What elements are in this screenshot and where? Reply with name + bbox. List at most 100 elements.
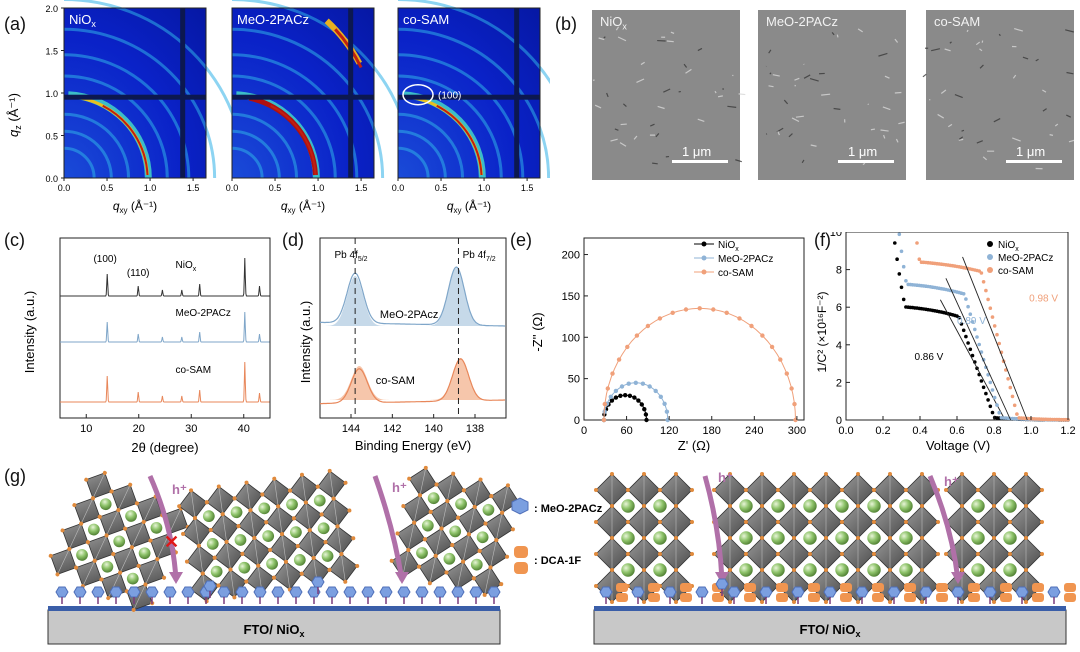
- octahedron: [48, 547, 79, 577]
- dca-1f-molecule: [936, 583, 948, 592]
- eis-point: [605, 386, 610, 391]
- halide-atom: [594, 584, 598, 588]
- grain-boundary: [1065, 29, 1074, 33]
- ms-ytick-label: 6: [836, 302, 842, 314]
- xps-line-1: [320, 358, 505, 405]
- eis-ytick-label: 200: [562, 250, 580, 262]
- ms-point: [990, 410, 995, 415]
- grain-boundary: [880, 129, 889, 132]
- halide-atom: [610, 568, 614, 572]
- giwaxs-ytick-label: 2.0: [45, 4, 58, 14]
- halide-atom: [272, 476, 277, 481]
- eis-point: [623, 393, 628, 398]
- octahedron-edge: [408, 522, 415, 551]
- grain-boundary: [982, 156, 987, 161]
- xrd-label-meo: MeO-2PACz: [176, 308, 231, 319]
- ms-point: [966, 341, 970, 345]
- grain-boundary: [803, 74, 811, 79]
- dca-1f-molecule: [1032, 593, 1044, 602]
- halide-atom: [311, 555, 316, 560]
- ms-vbi-label: 0.86 V: [914, 352, 943, 363]
- svg-text:: DCA-1F: : DCA-1F: [534, 555, 581, 567]
- dca-1f-molecule: [872, 593, 884, 602]
- perovskite-grain: [389, 465, 521, 597]
- a-site-cation: [653, 531, 667, 545]
- a-site-cation: [482, 503, 495, 516]
- eis-point: [610, 371, 615, 376]
- a-site-cation: [653, 563, 667, 577]
- halide-atom: [1008, 488, 1012, 492]
- xps-peak-label-sub: 7/2: [486, 256, 496, 263]
- eis-legend-label: MeO-2PACz: [718, 254, 773, 265]
- giwaxs-xlabel-unit: (Å⁻¹): [296, 198, 326, 213]
- xrd-label-text: NiO: [176, 260, 193, 271]
- halide-atom: [471, 576, 476, 581]
- ms-point: [964, 334, 968, 339]
- ms-legend-text: co-SAM: [998, 266, 1034, 277]
- halide-atom: [856, 472, 860, 476]
- grain-boundary: [954, 94, 963, 99]
- ms-point: [992, 324, 997, 328]
- ms-ytick-label: 2: [836, 377, 842, 389]
- a-site-cation: [739, 531, 753, 545]
- eis-legend-text: NiO: [718, 240, 735, 251]
- octahedron-edge: [429, 555, 436, 584]
- dca-1f-molecule: [648, 583, 660, 592]
- octahedron: [327, 552, 360, 584]
- grain-boundary: [882, 106, 891, 111]
- ms-point: [961, 292, 966, 296]
- hole-arrow: [702, 475, 725, 581]
- giwaxs-xlabel: qxy (Å⁻¹): [113, 198, 157, 215]
- halide-atom: [760, 472, 764, 476]
- giwaxs-frame: [231, 7, 375, 179]
- octahedron: [444, 559, 476, 592]
- halide-atom: [48, 553, 53, 558]
- halide-atom: [824, 536, 828, 540]
- a-site-cation: [126, 572, 139, 585]
- meo-2pacz-molecule: [271, 586, 285, 598]
- meo-2pacz-molecule: [1015, 586, 1029, 598]
- halide-atom: [104, 533, 109, 538]
- xps-label-meo: MeO-2PAcz: [380, 309, 438, 321]
- giwaxs-title-text: co-SAM: [403, 12, 449, 27]
- halide-atom: [808, 552, 812, 556]
- meo-2pacz-molecule: [145, 586, 159, 598]
- meo-2pacz-molecule: [311, 576, 325, 588]
- octahedron: [84, 470, 114, 501]
- halide-atom: [477, 548, 482, 553]
- grain-boundary: [663, 88, 671, 93]
- halide-atom: [904, 488, 908, 492]
- eis-point: [662, 401, 667, 406]
- eis-point: [639, 402, 644, 407]
- xps-peak-fill: [427, 358, 494, 400]
- a-site-cation: [317, 522, 330, 535]
- a-site-cation: [202, 510, 215, 523]
- a-site-cation: [150, 521, 163, 534]
- halide-atom: [347, 508, 352, 513]
- halide-atom: [220, 512, 225, 517]
- grain-boundary: [650, 123, 655, 127]
- a-site-cation: [286, 498, 298, 511]
- dca-1f-molecule: [968, 593, 980, 602]
- halide-atom: [97, 514, 102, 519]
- a-site-cation: [971, 563, 985, 577]
- eis-point: [613, 388, 619, 394]
- eis-ytick-label: 50: [568, 374, 580, 386]
- eis-ytick-label: 100: [562, 332, 580, 344]
- eis-xtick-label: 0: [581, 425, 587, 437]
- dca-1f-molecule: [1064, 583, 1076, 592]
- a-site-cation: [653, 499, 667, 513]
- halide-atom: [283, 559, 288, 564]
- dca-1f-molecule: [648, 593, 660, 602]
- halide-atom: [323, 540, 328, 545]
- octahedron-edge: [468, 506, 476, 535]
- grain-boundary: [610, 138, 618, 142]
- xrd-label-niox: NiOx: [176, 260, 197, 273]
- ms-ytick-label: 8: [836, 265, 842, 277]
- meo-2pacz-molecule: [73, 586, 87, 598]
- octahedron: [395, 520, 427, 553]
- eis-point: [601, 417, 607, 423]
- diffraction-ring: [231, 53, 359, 179]
- halide-atom: [856, 600, 860, 604]
- eis-point: [644, 417, 649, 423]
